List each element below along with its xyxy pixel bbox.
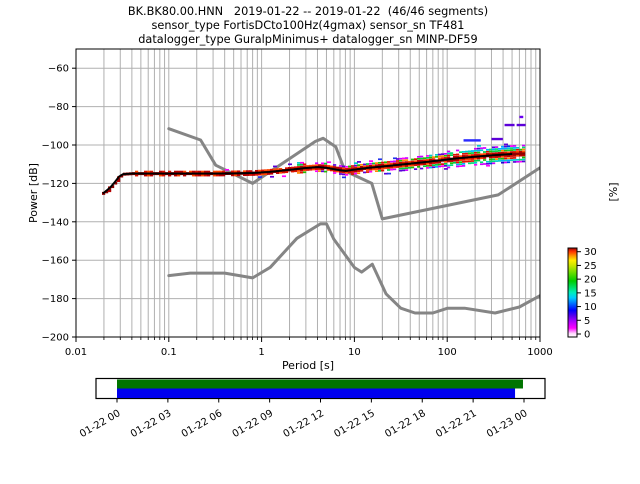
y-tick-label: −100 [42,141,69,152]
colorbar-tick-label: 10 [584,302,597,313]
colorbar-tick-label: 15 [584,288,597,299]
timeline-bar-blue [117,388,516,398]
colorbar-tick-label: 30 [584,247,597,258]
timeline-tick-label: 01-23 00 [485,408,529,440]
outlier-dash [491,137,503,141]
outlier-dashes [463,115,526,142]
y-axis: −60 −80 −100 −120 −140 −160 −180 −200 [42,64,76,344]
x-tick-label: 0.01 [65,347,87,358]
plot-frame [75,48,541,338]
timeline-tick-label: 01-22 15 [332,408,376,440]
colorbar-tick-label: 0 [584,330,590,341]
y-tick-label: −180 [42,294,69,305]
y-tick-label: −120 [42,179,69,190]
outlier-dash [519,115,524,119]
noise-model-curves [167,127,540,315]
x-axis: 0.01 0.1 1 10 100 1000 [65,337,553,358]
timeline-tick-label: 01-22 06 [180,408,224,440]
y-tick-label: −200 [42,333,69,344]
x-tick-label: 100 [438,347,457,358]
timeline-tick-label: 01-22 00 [78,408,122,440]
outlier-dash [504,123,515,127]
colorbar-label: [%] [607,182,620,201]
x-tick-label: 10 [348,347,361,358]
figure-title-line-2: sensor_type FortisDCto100Hz(4gmax) senso… [152,19,465,32]
colorbar-tick-label: 20 [584,275,597,286]
timeline-bar-green [117,379,523,389]
y-tick-label: −60 [48,64,69,75]
data-coverage-timeline: 01-22 00 01-22 03 01-22 06 01-22 09 01-22 12… [78,377,546,440]
x-tick-label: 1000 [527,347,552,358]
x-tick-label: 1 [258,347,264,358]
mode-line [102,153,513,195]
ppsd-histogram-band [102,143,526,195]
x-tick-label: 0.1 [161,347,177,358]
figure-title-line-3: datalogger_type GuralpMinimus+ datalogge… [138,33,477,46]
y-axis-label: Power [dB] [27,163,40,223]
timeline-tick-label: 01-22 03 [129,408,173,440]
timeline-tick-label: 01-22 21 [434,408,478,440]
timeline-tick-label: 01-22 09 [231,408,275,440]
figure-title-line-1: BK.BK80.00.HNN 2019-01-22 -- 2019-01-22 … [128,5,488,18]
timeline-tick-label: 01-22 18 [383,408,427,440]
nlnm-curve [167,222,540,315]
colorbar: 0 5 10 15 20 25 30 [%] [567,182,620,341]
outlier-dash [463,139,481,142]
plot-grid [76,49,540,337]
colorbar-ticks: 0 5 10 15 20 25 30 [577,247,597,341]
timeline-tick-label: 01-22 12 [282,408,326,440]
x-axis-label: Period [s] [282,359,334,372]
nhnm-curve [167,127,540,221]
psd-mode-line [102,153,513,195]
colorbar-tick-label: 5 [584,316,590,327]
colorbar-tick-label: 25 [584,261,597,272]
y-tick-label: −160 [42,256,69,267]
colorbar-gradient [567,247,578,338]
outlier-dash [516,123,526,127]
y-tick-label: −140 [42,217,69,228]
y-tick-label: −80 [48,102,69,113]
